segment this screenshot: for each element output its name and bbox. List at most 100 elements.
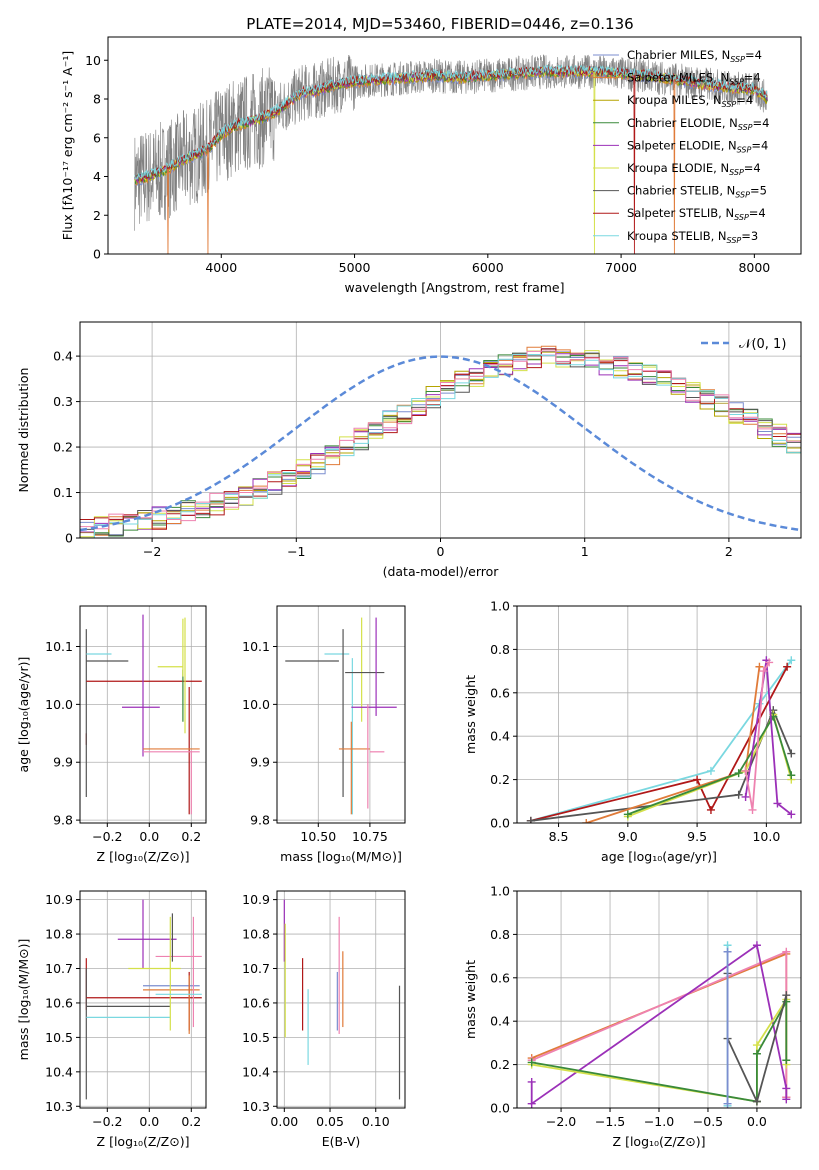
- mass-vs-Z-plot-area: [85, 899, 202, 1100]
- histogram-step: [80, 345, 801, 538]
- weight-vs-Z-marker: [752, 941, 761, 950]
- weight-vs-Z-marker: [527, 1058, 536, 1067]
- residual-hist-ytick-label: 0.2: [53, 440, 73, 455]
- histogram-step: [80, 350, 801, 538]
- age-vs-Z-ytick-label: 9.9: [53, 755, 73, 770]
- mass-vs-ebv-frame: 0.00 0.05 0.10 10.3 10.4 10.5 10.6 10.7 10.8 10.9…: [242, 890, 406, 1149]
- mass-vs-ebv-ytick-label: 10.6: [242, 995, 270, 1010]
- weight-vs-age-marker: [759, 667, 768, 676]
- weight-vs-Z-marker: [782, 1056, 791, 1065]
- weight-vs-age-marker: [787, 656, 796, 665]
- weight-vs-age-xtick-label: 8.5: [549, 829, 569, 844]
- age-vs-Z-xtick-label: 0.2: [181, 829, 201, 844]
- age-vs-mass-frame-rect: [276, 605, 406, 824]
- age-vs-mass-ytick-label: 9.8: [250, 813, 270, 828]
- weight-vs-age-plot-area: [526, 656, 796, 823]
- age-vs-Z-xtick-label: −0.2: [92, 829, 122, 844]
- mass-vs-ebv-plot-area: [283, 899, 401, 1100]
- weight-vs-age-marker: [787, 771, 796, 780]
- age-vs-Z-xtick-label: 0.0: [139, 829, 159, 844]
- residual-hist-xtick-label: 2: [725, 544, 733, 559]
- age-vs-mass-xtick-label: 10.50: [300, 829, 336, 844]
- weight-vs-Z-marker: [782, 1095, 791, 1104]
- histogram-legend-label: 𝒩(0, 1): [739, 337, 786, 352]
- weight-vs-Z-ytick-label: 0.8: [490, 927, 510, 942]
- weight-vs-Z-marker: [527, 1099, 536, 1108]
- weight-vs-age-marker: [526, 816, 535, 823]
- histogram-step: [80, 350, 801, 538]
- residual-hist-plot-area: [80, 345, 801, 538]
- mass-vs-ebv-axes: [277, 891, 405, 1108]
- spectrum-model-line: [134, 65, 768, 182]
- mass-vs-Z-frame: −0.2 0.0 0.2 10.3 10.4 10.5 10.6 10.7 10.8 10.9 Z …: [16, 890, 207, 1149]
- weight-vs-Z-ytick-label: 0.4: [490, 1014, 510, 1029]
- residual-hist-xtick-label: −1: [287, 544, 305, 559]
- residual-hist-ytick-label: 0.3: [53, 394, 73, 409]
- weight-vs-age-ytick-label: 0.2: [490, 772, 510, 787]
- age-vs-Z-ytick-label: 10.1: [45, 639, 73, 654]
- weight-vs-age-series-line: [744, 660, 792, 816]
- age-vs-Z-plot-area: [85, 614, 202, 815]
- weight-vs-age-marker: [748, 805, 757, 814]
- weight-vs-Z-xtick-label: 0.0: [747, 1114, 767, 1129]
- histogram-step: [80, 354, 801, 538]
- weight-vs-age-marker: [706, 766, 715, 775]
- histogram-step: [80, 348, 801, 536]
- mass-vs-Z-ytick-label: 10.6: [45, 995, 73, 1010]
- weight-vs-age-series-line: [530, 659, 793, 822]
- mass-vs-ebv-xtick-label: 0.00: [270, 1114, 298, 1129]
- weight-vs-Z-marker: [752, 1097, 761, 1106]
- spectrum-ytick-label: 6: [93, 130, 101, 145]
- age-vs-Z-xlabel: Z [log₁₀(Z/Z⊙)]: [97, 849, 190, 864]
- mass-vs-Z-ytick-label: 10.5: [45, 1030, 73, 1045]
- age-vs-Z-errorbar: [122, 614, 160, 757]
- mass-vs-ebv-ytick-label: 10.5: [242, 1030, 270, 1045]
- spectrum-plot-area: [134, 54, 768, 254]
- spectrum-frame: 4000 5000 6000 7000 8000 0 2 4 6 8 10 wavelength [A…: [60, 36, 802, 295]
- weight-vs-age-marker: [765, 658, 774, 667]
- spectrum-xtick-label: 6000: [472, 260, 504, 275]
- weight-vs-Z-ytick-label: 0.6: [490, 970, 510, 985]
- spectrum-legend: Chabrier MILES, NSSP=4 Salpeter MILES, NS…: [593, 48, 769, 245]
- histogram-step: [80, 348, 801, 530]
- weight-vs-Z-marker: [752, 1041, 761, 1050]
- age-vs-Z-frame-rect: [79, 605, 207, 824]
- spectrum-model-dip: [593, 71, 596, 254]
- spectrum-legend-label: Kroupa STELIB, NSSP=3: [627, 229, 758, 245]
- spectrum-xtick-label: 4000: [205, 260, 237, 275]
- mass-vs-Z-xtick-label: 0.0: [139, 1114, 159, 1129]
- residual-hist-xtick-label: 0: [437, 544, 445, 559]
- weight-vs-Z-marker: [782, 991, 791, 1000]
- residual-hist-frame: −2 −1 0 1 2 0 0.1 0.2 0.3 0.4 (data-model)/error No…: [16, 321, 802, 579]
- spectrum-legend-label: Kroupa ELODIE, NSSP=4: [627, 161, 761, 177]
- spectrum-xlabel: wavelength [Angstrom, rest frame]: [344, 280, 564, 295]
- age-vs-mass-ytick-label: 10.1: [242, 639, 270, 654]
- weight-vs-age-marker: [706, 805, 715, 814]
- weight-vs-Z-axes: [517, 890, 801, 1109]
- weight-vs-age-ytick-label: 0.0: [490, 816, 510, 831]
- weight-vs-age-xlabel: age [log₁₀(age/yr)]: [601, 849, 717, 864]
- age-vs-mass-ytick-label: 10.0: [242, 697, 270, 712]
- weight-vs-Z-xlabel: Z [log₁₀(Z/Z⊙)]: [613, 1134, 706, 1149]
- residual-hist-ylabel: Normed distribution: [16, 368, 31, 493]
- spectrum-model-line: [134, 64, 768, 180]
- age-vs-mass-frame: 10.50 10.75 9.8 9.9 10.0 10.1 mass [log₁₀(M/M⊙…: [242, 605, 406, 864]
- weight-vs-age-marker: [582, 819, 591, 823]
- weight-vs-Z-xtick-label: −1.0: [644, 1114, 674, 1129]
- spectrum-ylabel: Flux [fλ10⁻¹⁷ erg cm⁻² s⁻¹ A⁻¹]: [60, 51, 75, 240]
- weight-vs-age-frame: 8.5 9.0 9.5 10.0 0.0 0.2 0.4 0.6 0.8 1.0 age [log₁…: [463, 599, 802, 864]
- residual-hist-ytick-label: 0: [65, 531, 73, 546]
- weight-vs-age-marker: [734, 790, 743, 799]
- age-vs-Z-frame: −0.2 0.0 0.2 9.8 9.9 10.0 10.1 Z [log₁₀(Z/Z⊙)] a…: [16, 605, 207, 864]
- mass-vs-Z-ytick-label: 10.7: [45, 961, 73, 976]
- mass-vs-ebv-xtick-label: 0.05: [316, 1114, 344, 1129]
- residual-hist-ytick-label: 0.4: [53, 349, 73, 364]
- mass-vs-Z-frame-rect: [79, 890, 207, 1109]
- weight-vs-age-marker: [783, 662, 792, 671]
- spectrum-ytick-label: 4: [93, 169, 101, 184]
- weight-vs-Z-frame: −2.0 −1.5 −1.0 −0.5 0.0 0.0 0.2 0.4 0.6 0.8 1.0 Z […: [463, 884, 802, 1149]
- age-vs-Z-ytick-label: 10.0: [45, 697, 73, 712]
- mass-vs-Z-xtick-label: −0.2: [92, 1114, 122, 1129]
- weight-vs-age-frame-rect: [516, 605, 802, 824]
